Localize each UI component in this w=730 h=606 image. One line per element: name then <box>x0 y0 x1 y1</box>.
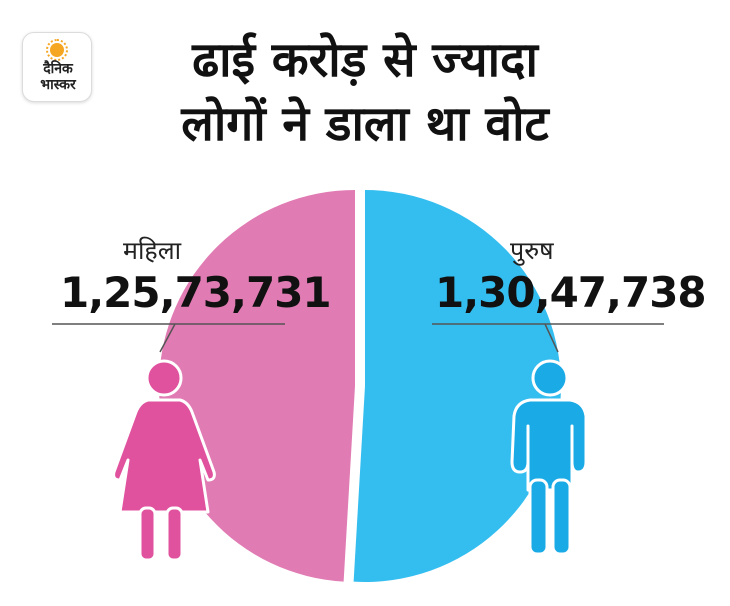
category-label-male: पुरुष <box>510 236 554 265</box>
pie-slice-female <box>158 190 355 582</box>
logo-text-line1: दैनिक <box>43 61 73 77</box>
value-label-female: 1,25,73,731 <box>60 268 332 317</box>
female-figure-icon <box>112 359 216 562</box>
leader-tick-female <box>159 323 176 353</box>
leader-tick-male <box>544 323 559 353</box>
value-label-male: 1,30,47,738 <box>435 268 707 317</box>
male-figure-icon <box>510 359 588 556</box>
title-line-1: ढाई करोड़ से ज्यादा <box>192 32 538 88</box>
pie-slice-male <box>353 190 561 582</box>
sun-icon <box>46 39 68 61</box>
title-line-2: लोगों ने डाला था वोट <box>181 96 549 152</box>
dainik-bhaskar-logo: दैनिक भास्कर <box>22 32 92 102</box>
logo-text-line2: भास्कर <box>40 77 76 93</box>
chart-title: ढाई करोड़ से ज्यादा लोगों ने डाला था वोट <box>100 28 630 156</box>
category-label-female: महिला <box>123 236 182 265</box>
